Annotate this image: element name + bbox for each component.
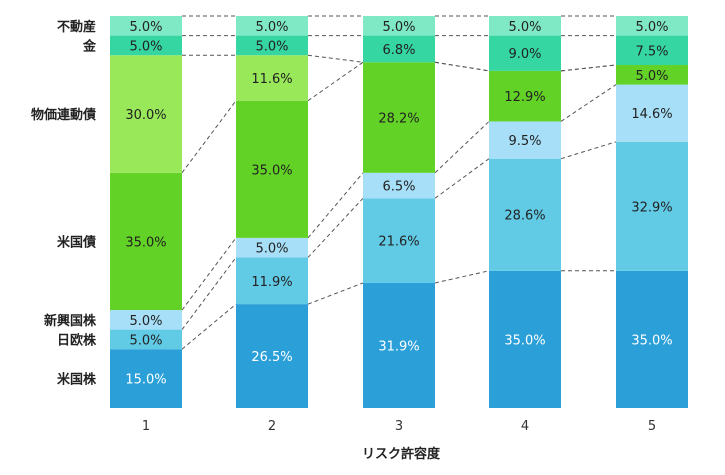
bar-segment bbox=[363, 198, 435, 283]
bar-segment bbox=[236, 55, 308, 101]
connector-line bbox=[181, 237, 237, 311]
series-name-label: 物価連動債 bbox=[31, 107, 96, 123]
connector-line bbox=[307, 197, 364, 258]
x-tick-label: 3 bbox=[395, 419, 403, 434]
data-label: 5.0% bbox=[255, 242, 288, 257]
data-label: 11.9% bbox=[251, 275, 292, 290]
bar-segment bbox=[110, 35, 182, 56]
series-name-label: 不動産 bbox=[57, 19, 96, 35]
connector-line bbox=[560, 64, 617, 72]
connector-line bbox=[560, 84, 617, 122]
data-label: 14.6% bbox=[631, 107, 672, 122]
connector-line bbox=[560, 141, 617, 160]
series-name-label: 新興国株 bbox=[44, 313, 97, 329]
bar-segment bbox=[236, 257, 308, 305]
bar-segment bbox=[616, 84, 688, 142]
series-name-label: 米国債 bbox=[57, 234, 96, 250]
series-name-label: 日欧株 bbox=[57, 332, 97, 348]
data-label: 11.6% bbox=[251, 72, 292, 87]
series-name-label: 金 bbox=[82, 38, 97, 54]
data-label: 9.0% bbox=[508, 47, 541, 62]
data-label: 5.0% bbox=[129, 333, 162, 348]
data-label: 5.0% bbox=[508, 20, 541, 35]
bar-segment bbox=[363, 62, 435, 173]
connector-line bbox=[307, 61, 364, 102]
data-label: 5.0% bbox=[635, 69, 668, 84]
bar-segment bbox=[489, 121, 561, 159]
data-label: 7.5% bbox=[635, 44, 668, 59]
connector-line bbox=[307, 54, 364, 63]
data-label: 5.0% bbox=[382, 20, 415, 35]
bar-segment bbox=[363, 282, 435, 408]
bar-segment bbox=[236, 100, 308, 238]
bar-segment bbox=[236, 237, 308, 258]
bar-segment bbox=[489, 70, 561, 122]
data-label: 35.0% bbox=[251, 163, 292, 178]
bars: 15.0% 5.0% 5.0% 35.0% 30.0% 5.0% 5.0% 26.5% 11.9… bbox=[110, 16, 688, 408]
data-label: 28.6% bbox=[504, 209, 545, 224]
bar-segment bbox=[110, 55, 182, 173]
series-labels: 米国株 日欧株 新興国株 米国債 物価連動債 金 不動産 bbox=[31, 19, 97, 388]
bar-segment bbox=[489, 16, 561, 36]
connector-line bbox=[434, 61, 490, 72]
data-label: 28.2% bbox=[378, 112, 419, 127]
x-axis-title: リスク許容度 bbox=[362, 446, 441, 462]
bar-segment bbox=[236, 16, 308, 36]
connector-line bbox=[181, 100, 237, 174]
bar-segment bbox=[616, 270, 688, 408]
data-label: 5.0% bbox=[255, 20, 288, 35]
connector-line bbox=[181, 257, 237, 330]
bar-segment bbox=[489, 270, 561, 408]
bar-segment bbox=[489, 35, 561, 71]
data-label: 6.8% bbox=[382, 43, 415, 58]
data-label: 6.5% bbox=[382, 180, 415, 195]
connector-line bbox=[434, 270, 490, 284]
connector-line bbox=[307, 282, 364, 305]
data-label: 12.9% bbox=[504, 90, 545, 105]
bar-segment bbox=[110, 172, 182, 310]
connector-line bbox=[434, 121, 490, 174]
data-label: 30.0% bbox=[125, 108, 166, 123]
data-label: 15.0% bbox=[125, 373, 166, 388]
data-label: 5.0% bbox=[129, 20, 162, 35]
x-tick-label: 2 bbox=[268, 419, 276, 434]
series-name-label: 米国株 bbox=[57, 372, 97, 388]
connector-lines bbox=[181, 15, 617, 350]
bar-segment bbox=[616, 16, 688, 36]
connector-line bbox=[434, 158, 490, 199]
data-label: 35.0% bbox=[631, 333, 672, 348]
bar-segment bbox=[363, 35, 435, 63]
x-tick-label: 4 bbox=[521, 419, 529, 434]
data-label: 5.0% bbox=[129, 314, 162, 329]
x-tick-labels: 1 2 3 4 5 bbox=[142, 419, 656, 434]
data-label: 5.0% bbox=[129, 39, 162, 54]
data-label: 5.0% bbox=[635, 20, 668, 35]
data-label: 21.6% bbox=[378, 235, 419, 250]
bar-segment bbox=[110, 349, 182, 408]
connector-line bbox=[181, 303, 237, 350]
bar-segment bbox=[616, 35, 688, 65]
data-label: 35.0% bbox=[504, 333, 545, 348]
data-label: 31.9% bbox=[378, 339, 419, 354]
data-label: 26.5% bbox=[251, 350, 292, 365]
bar-segment bbox=[363, 16, 435, 36]
x-tick-label: 5 bbox=[648, 419, 656, 434]
data-label: 9.5% bbox=[508, 134, 541, 149]
x-tick-label: 1 bbox=[142, 419, 150, 434]
bar-segment bbox=[110, 329, 182, 350]
bar-segment bbox=[110, 16, 182, 36]
bar-segment bbox=[616, 141, 688, 271]
bar-segment bbox=[110, 310, 182, 330]
bar-segment bbox=[363, 172, 435, 199]
data-label: 32.9% bbox=[631, 200, 672, 215]
bar-segment bbox=[236, 35, 308, 56]
bar-segment bbox=[616, 65, 688, 85]
bar-segment bbox=[236, 304, 308, 408]
connector-line bbox=[307, 172, 364, 239]
bar-segment bbox=[489, 158, 561, 271]
data-label: 35.0% bbox=[125, 235, 166, 250]
data-label: 5.0% bbox=[255, 39, 288, 54]
